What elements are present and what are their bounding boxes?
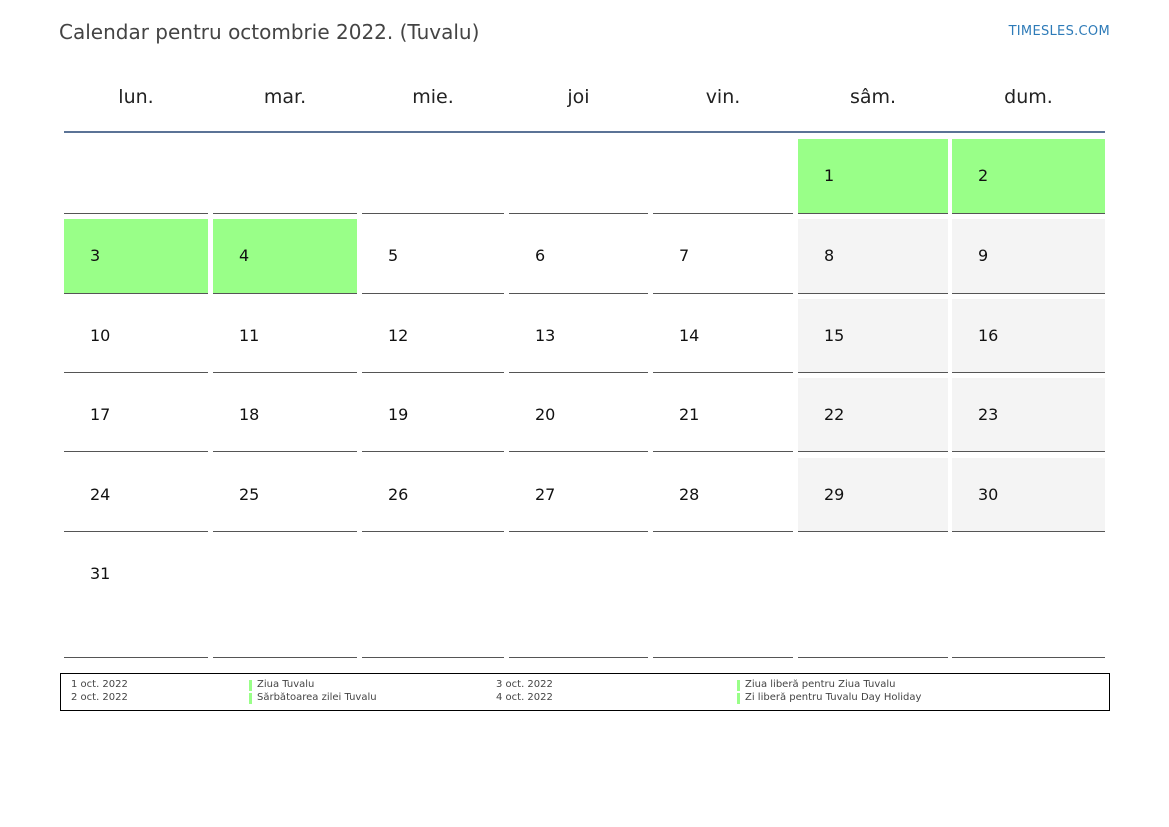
legend-holiday-name: Zi liberă pentru Tuvalu Day Holiday bbox=[745, 692, 922, 703]
day-number: 13 bbox=[535, 326, 556, 345]
day-number: 3 bbox=[90, 246, 101, 265]
day-number: 30 bbox=[978, 485, 999, 504]
day-cell[interactable]: 12 bbox=[362, 299, 504, 373]
day-number: 29 bbox=[824, 485, 845, 504]
day-cell[interactable]: 7 bbox=[653, 219, 793, 294]
day-cell[interactable]: 20 bbox=[509, 378, 648, 452]
day-number: 27 bbox=[535, 485, 556, 504]
day-number: 16 bbox=[978, 326, 999, 345]
day-cell bbox=[653, 537, 793, 658]
day-cell bbox=[509, 537, 648, 658]
weekday-label: mie. bbox=[412, 86, 454, 108]
weekday-label: mar. bbox=[263, 86, 307, 108]
day-number: 6 bbox=[535, 246, 546, 265]
day-cell bbox=[213, 139, 357, 214]
day-cell[interactable]: 1 bbox=[798, 139, 948, 214]
day-cell[interactable]: 18 bbox=[213, 378, 357, 452]
day-cell bbox=[213, 537, 357, 658]
day-cell bbox=[653, 139, 793, 214]
day-cell[interactable]: 3 bbox=[64, 219, 208, 294]
day-cell[interactable]: 25 bbox=[213, 458, 357, 532]
day-cell[interactable]: 6 bbox=[509, 219, 648, 294]
day-number: 26 bbox=[388, 485, 409, 504]
day-cell bbox=[952, 537, 1105, 658]
day-cell[interactable]: 30 bbox=[952, 458, 1105, 532]
day-number: 20 bbox=[535, 405, 556, 424]
day-cell bbox=[509, 139, 648, 214]
day-number: 12 bbox=[388, 326, 409, 345]
day-cell[interactable]: 17 bbox=[64, 378, 208, 452]
day-cell[interactable]: 15 bbox=[798, 299, 948, 373]
day-number: 19 bbox=[388, 405, 409, 424]
day-cell[interactable]: 5 bbox=[362, 219, 504, 294]
legend-color-marker bbox=[737, 693, 740, 704]
site-link[interactable]: TIMESLES.COM bbox=[1008, 24, 1110, 39]
legend-color-marker bbox=[737, 680, 740, 691]
legend-date: 2 oct. 2022 bbox=[71, 692, 128, 703]
header-divider bbox=[64, 131, 1105, 133]
day-cell[interactable]: 29 bbox=[798, 458, 948, 532]
day-cell[interactable]: 28 bbox=[653, 458, 793, 532]
day-cell[interactable]: 9 bbox=[952, 219, 1105, 294]
day-number: 11 bbox=[239, 326, 260, 345]
day-number: 5 bbox=[388, 246, 399, 265]
legend-holiday-name: Ziua Tuvalu bbox=[257, 679, 315, 690]
day-number: 23 bbox=[978, 405, 999, 424]
day-number: 22 bbox=[824, 405, 845, 424]
day-number: 28 bbox=[679, 485, 700, 504]
legend-date: 1 oct. 2022 bbox=[71, 679, 128, 690]
weekday-label: vin. bbox=[705, 86, 741, 108]
day-number: 1 bbox=[824, 166, 835, 185]
day-cell[interactable]: 16 bbox=[952, 299, 1105, 373]
day-number: 9 bbox=[978, 246, 989, 265]
day-number: 4 bbox=[239, 246, 250, 265]
day-cell[interactable]: 4 bbox=[213, 219, 357, 294]
day-number: 8 bbox=[824, 246, 835, 265]
legend-holiday-name: Ziua liberă pentru Ziua Tuvalu bbox=[745, 679, 896, 690]
weekday-header: lun. mar. mie. joi vin. sâm. dum. bbox=[64, 86, 1105, 116]
weekday-label: joi bbox=[567, 86, 590, 108]
day-number: 15 bbox=[824, 326, 845, 345]
legend-date: 3 oct. 2022 bbox=[496, 679, 553, 690]
page-title: Calendar pentru octombrie 2022. (Tuvalu) bbox=[59, 20, 480, 44]
day-cell[interactable]: 23 bbox=[952, 378, 1105, 452]
day-cell[interactable]: 31 bbox=[64, 537, 208, 658]
day-number: 7 bbox=[679, 246, 690, 265]
day-cell bbox=[362, 537, 504, 658]
day-cell[interactable]: 27 bbox=[509, 458, 648, 532]
day-cell[interactable]: 14 bbox=[653, 299, 793, 373]
day-cell[interactable]: 2 bbox=[952, 139, 1105, 214]
day-number: 24 bbox=[90, 485, 111, 504]
day-cell[interactable]: 21 bbox=[653, 378, 793, 452]
day-cell[interactable]: 8 bbox=[798, 219, 948, 294]
day-number: 25 bbox=[239, 485, 260, 504]
day-number: 17 bbox=[90, 405, 111, 424]
weekday-label: sâm. bbox=[849, 86, 897, 108]
legend-color-marker bbox=[249, 680, 252, 691]
day-cell bbox=[64, 139, 208, 214]
holiday-legend: 1 oct. 2022 Ziua Tuvalu 2 oct. 2022 Sărbăto… bbox=[60, 673, 1110, 711]
legend-color-marker bbox=[249, 693, 252, 704]
day-number: 14 bbox=[679, 326, 700, 345]
day-number: 31 bbox=[90, 564, 111, 583]
day-cell[interactable]: 19 bbox=[362, 378, 504, 452]
day-cell bbox=[362, 139, 504, 214]
weekday-label: dum. bbox=[1004, 86, 1053, 108]
day-number: 21 bbox=[679, 405, 700, 424]
day-cell[interactable]: 26 bbox=[362, 458, 504, 532]
day-cell[interactable]: 11 bbox=[213, 299, 357, 373]
legend-holiday-name: Sărbătoarea zilei Tuvalu bbox=[257, 692, 377, 703]
day-number: 2 bbox=[978, 166, 989, 185]
day-number: 10 bbox=[90, 326, 111, 345]
weekday-label: lun. bbox=[118, 86, 154, 108]
day-number: 18 bbox=[239, 405, 260, 424]
day-cell[interactable]: 13 bbox=[509, 299, 648, 373]
day-cell[interactable]: 22 bbox=[798, 378, 948, 452]
day-cell bbox=[798, 537, 948, 658]
legend-date: 4 oct. 2022 bbox=[496, 692, 553, 703]
day-cell[interactable]: 10 bbox=[64, 299, 208, 373]
day-cell[interactable]: 24 bbox=[64, 458, 208, 532]
